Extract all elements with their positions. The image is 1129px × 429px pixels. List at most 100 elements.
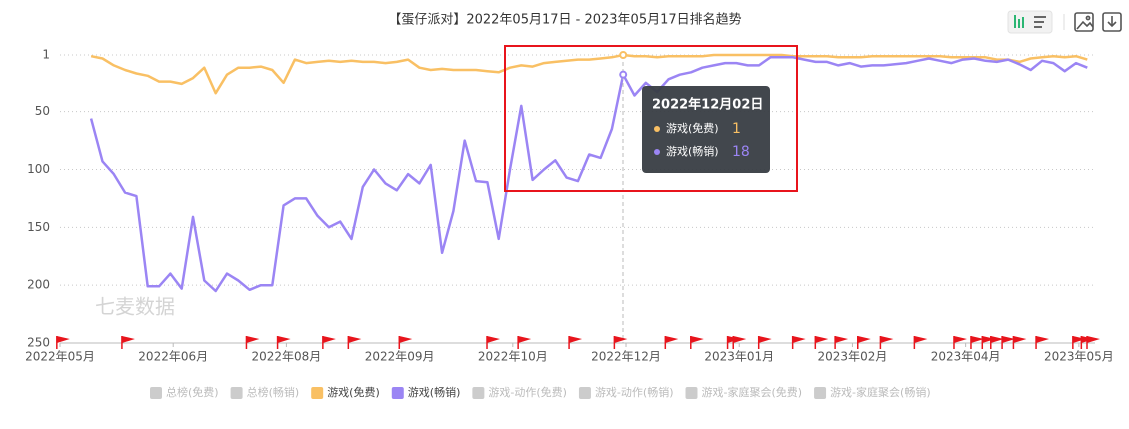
tooltip: 2022年12月02日 游戏(免费) 1 游戏(畅销) 18 (642, 86, 770, 173)
legend-swatch (578, 387, 591, 399)
event-flag[interactable] (732, 336, 747, 349)
highlight-box (504, 45, 798, 192)
y-tick-label: 1 (42, 48, 50, 62)
flag (1087, 336, 1100, 343)
bar-icon[interactable] (1014, 15, 1024, 28)
tooltip-name: 游戏(免费) (666, 121, 719, 135)
flag (518, 336, 532, 343)
flag (277, 336, 291, 343)
y-tick-label: 100 (27, 162, 50, 176)
list-icon[interactable] (1034, 16, 1046, 28)
event-flag[interactable] (857, 336, 871, 349)
tooltip-box (642, 86, 770, 173)
event-flag[interactable] (791, 336, 806, 349)
event-flag[interactable] (1001, 336, 1016, 349)
hover-point (619, 70, 628, 79)
y-tick-label: 250 (27, 336, 50, 350)
event-flag[interactable] (56, 336, 70, 349)
tooltip-name: 游戏(畅销) (666, 144, 719, 158)
flag (733, 336, 747, 343)
x-tick-label: 2022年10月 (478, 350, 548, 364)
flag (990, 336, 1004, 343)
flag (322, 336, 336, 343)
event-flag[interactable] (1035, 336, 1050, 349)
x-tick-label: 2022年05月 (25, 350, 95, 364)
event-flag[interactable] (568, 336, 583, 349)
y-tick-label: 150 (27, 220, 50, 234)
event-flag[interactable] (245, 336, 260, 349)
flag (914, 336, 928, 343)
event-flag[interactable] (1072, 336, 1086, 349)
toolbar (1007, 10, 1122, 34)
flag (792, 336, 806, 343)
legend-item[interactable]: 游戏(免费) (311, 385, 380, 399)
x-tick-label: 2022年12月 (591, 350, 661, 364)
legend-swatch (814, 387, 827, 399)
event-flag[interactable] (834, 336, 849, 349)
legend-swatch (685, 387, 698, 399)
flag (835, 336, 849, 343)
flag (982, 336, 996, 343)
event-flag[interactable] (664, 336, 679, 349)
legend-swatch (311, 387, 324, 399)
legend-label: 总榜(畅销) (247, 385, 300, 399)
event-flag[interactable] (1086, 336, 1100, 349)
flag (857, 336, 871, 343)
download-button[interactable] (1102, 12, 1122, 32)
flag (569, 336, 583, 343)
tooltip-value: 1 (732, 121, 741, 137)
event-flag[interactable] (1012, 336, 1027, 349)
legend-label: 游戏-动作(免费) (488, 385, 567, 399)
legend-label: 总榜(免费) (166, 385, 219, 399)
event-flag[interactable] (613, 336, 628, 349)
flag (121, 336, 135, 343)
legend-item[interactable]: 总榜(免费) (150, 385, 219, 399)
event-flag[interactable] (276, 336, 291, 349)
event-flag[interactable] (814, 336, 829, 349)
flag (815, 336, 829, 343)
event-flag[interactable] (690, 336, 704, 349)
event-flag[interactable] (913, 336, 928, 349)
event-flag[interactable] (970, 336, 984, 349)
legend-swatch (472, 387, 485, 399)
flag (758, 336, 772, 343)
legend-item[interactable]: 游戏(畅销) (391, 385, 461, 399)
flag (56, 336, 70, 343)
flag (348, 336, 362, 343)
x-tick-label: 2023年02月 (818, 350, 888, 364)
event-flag[interactable] (981, 336, 996, 349)
tooltip-dot (654, 149, 660, 155)
x-tick-label: 2023年04月 (931, 350, 1001, 364)
legend-swatch (391, 387, 404, 399)
event-flag[interactable] (517, 336, 532, 349)
save-image-button[interactable] (1074, 12, 1094, 32)
event-flag[interactable] (347, 336, 362, 349)
flag (246, 336, 260, 343)
legend-item[interactable]: 游戏-家庭聚会(免费) (685, 385, 803, 399)
x-tick-label: 2023年01月 (704, 350, 774, 364)
legend-item[interactable]: 总榜(畅销) (230, 385, 300, 399)
flag (880, 336, 894, 343)
event-flag[interactable] (757, 336, 772, 349)
event-flag[interactable] (990, 336, 1004, 349)
x-tick-label: 2022年09月 (365, 350, 435, 364)
event-flag[interactable] (879, 336, 894, 349)
x-tick-label: 2023年05月 (1044, 350, 1114, 364)
legend-item[interactable]: 游戏-动作(畅销) (578, 385, 674, 399)
legend-item[interactable]: 游戏-动作(免费) (472, 385, 567, 399)
flag (1002, 336, 1016, 343)
x-tick-label: 2022年06月 (138, 350, 208, 364)
flag (665, 336, 679, 343)
event-flag[interactable] (398, 336, 413, 349)
series-line (89, 56, 1088, 293)
tooltip-date: 2022年12月02日 (652, 97, 763, 113)
event-flag[interactable] (953, 336, 967, 349)
event-flag[interactable] (486, 336, 501, 349)
legend-swatch (150, 387, 162, 399)
hover-point (619, 51, 628, 59)
event-flag[interactable] (121, 336, 135, 349)
watermark: 七麦数据 (95, 295, 175, 319)
legend-label: 游戏-家庭聚会(免费) (702, 385, 803, 399)
event-flag[interactable] (322, 336, 336, 349)
legend-item[interactable]: 游戏-家庭聚会(畅销) (814, 385, 931, 399)
